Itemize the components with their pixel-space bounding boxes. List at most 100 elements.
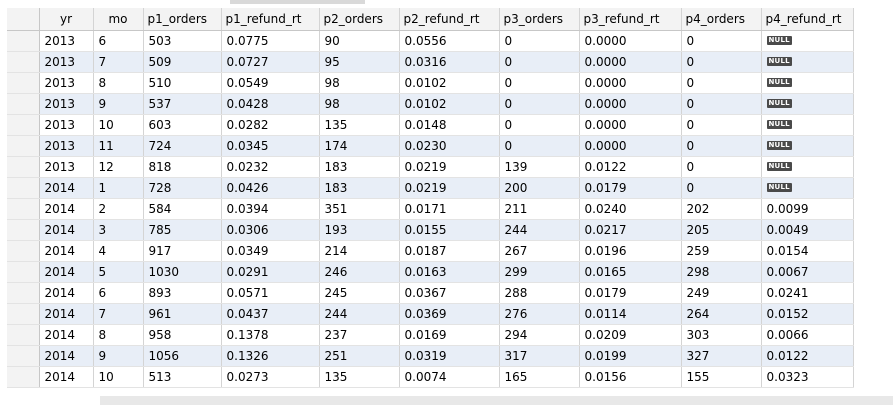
cell-mo[interactable]: 4 [93,240,144,262]
cell-p1-orders[interactable]: 1056 [143,345,222,367]
cell-mo[interactable]: 7 [93,303,144,325]
cell-p3-orders[interactable]: 0 [499,114,580,136]
cell-mo[interactable]: 1 [93,177,144,199]
cell-p3-refund-rt[interactable]: 0.0156 [579,366,682,388]
cell-p4-orders[interactable]: 264 [681,303,762,325]
cell-p4-refund-rt[interactable]: 0.0067 [761,261,854,283]
cell-p4-refund-rt[interactable]: 0.0152 [761,303,854,325]
row-selector[interactable] [7,324,40,346]
cell-p1-orders[interactable]: 818 [143,156,222,178]
cell-p4-orders[interactable]: 0 [681,30,762,52]
cell-p3-refund-rt[interactable]: 0.0000 [579,135,682,157]
cell-p1-refund-rt[interactable]: 0.0394 [221,198,320,220]
cell-p3-orders[interactable]: 244 [499,219,580,241]
cell-p1-refund-rt[interactable]: 0.0549 [221,72,320,94]
row-selector[interactable] [7,219,40,241]
cell-p2-refund-rt[interactable]: 0.0556 [399,30,500,52]
table-row[interactable]: 2014 1 728 0.0426 183 0.0219 200 0.0179 0 NULL [7,177,854,199]
cell-p2-refund-rt[interactable]: 0.0219 [399,177,500,199]
cell-yr[interactable]: 2013 [39,156,94,178]
cell-p1-orders[interactable]: 893 [143,282,222,304]
cell-p3-orders[interactable]: 0 [499,135,580,157]
cell-yr[interactable]: 2014 [39,324,94,346]
table-row[interactable]: 2013 9 537 0.0428 98 0.0102 0 0.0000 0 NULL [7,93,854,115]
cell-mo[interactable]: 10 [93,366,144,388]
cell-p4-refund-rt[interactable]: NULL [761,135,854,157]
table-row[interactable]: 2014 5 1030 0.0291 246 0.0163 299 0.0165 298 0.00… [7,261,854,283]
cell-p1-refund-rt[interactable]: 0.0426 [221,177,320,199]
row-selector[interactable] [7,156,40,178]
cell-yr[interactable]: 2014 [39,198,94,220]
cell-p1-refund-rt[interactable]: 0.0273 [221,366,320,388]
cell-p3-refund-rt[interactable]: 0.0179 [579,177,682,199]
table-row[interactable]: 2014 4 917 0.0349 214 0.0187 267 0.0196 259 0.015… [7,240,854,262]
cell-p1-orders[interactable]: 503 [143,30,222,52]
cell-p4-orders[interactable]: 303 [681,324,762,346]
table-row[interactable]: 2014 9 1056 0.1326 251 0.0319 317 0.0199 327 0.01… [7,345,854,367]
column-header-p2-refund-rt[interactable]: p2_refund_rt [399,8,500,31]
cell-p2-orders[interactable]: 183 [319,177,400,199]
cell-yr[interactable]: 2013 [39,51,94,73]
cell-p1-orders[interactable]: 510 [143,72,222,94]
table-row[interactable]: 2013 11 724 0.0345 174 0.0230 0 0.0000 0 NULL [7,135,854,157]
cell-p1-refund-rt[interactable]: 0.0428 [221,93,320,115]
cell-mo[interactable]: 9 [93,93,144,115]
cell-p4-orders[interactable]: 205 [681,219,762,241]
cell-p4-orders[interactable]: 0 [681,72,762,94]
cell-p2-orders[interactable]: 95 [319,51,400,73]
cell-p2-refund-rt[interactable]: 0.0155 [399,219,500,241]
cell-p3-refund-rt[interactable]: 0.0000 [579,51,682,73]
cell-yr[interactable]: 2014 [39,345,94,367]
cell-yr[interactable]: 2014 [39,219,94,241]
cell-p4-refund-rt[interactable]: 0.0154 [761,240,854,262]
row-selector[interactable] [7,345,40,367]
table-row[interactable]: 2013 10 603 0.0282 135 0.0148 0 0.0000 0 NULL [7,114,854,136]
cell-p4-refund-rt[interactable]: NULL [761,51,854,73]
cell-p2-refund-rt[interactable]: 0.0219 [399,156,500,178]
cell-yr[interactable]: 2014 [39,366,94,388]
cell-p4-refund-rt[interactable]: NULL [761,156,854,178]
cell-p3-refund-rt[interactable]: 0.0000 [579,30,682,52]
cell-p2-orders[interactable]: 351 [319,198,400,220]
cell-p1-orders[interactable]: 958 [143,324,222,346]
cell-p3-refund-rt[interactable]: 0.0209 [579,324,682,346]
cell-p2-refund-rt[interactable]: 0.0169 [399,324,500,346]
cell-p3-refund-rt[interactable]: 0.0196 [579,240,682,262]
cell-p1-orders[interactable]: 603 [143,114,222,136]
cell-p4-orders[interactable]: 259 [681,240,762,262]
cell-p4-orders[interactable]: 0 [681,156,762,178]
cell-p1-orders[interactable]: 537 [143,93,222,115]
cell-p3-refund-rt[interactable]: 0.0179 [579,282,682,304]
cell-p4-orders[interactable]: 0 [681,93,762,115]
cell-mo[interactable]: 5 [93,261,144,283]
cell-p2-refund-rt[interactable]: 0.0171 [399,198,500,220]
cell-p1-refund-rt[interactable]: 0.0282 [221,114,320,136]
cell-yr[interactable]: 2014 [39,303,94,325]
cell-p2-orders[interactable]: 245 [319,282,400,304]
cell-p4-refund-rt[interactable]: NULL [761,177,854,199]
cell-p2-orders[interactable]: 135 [319,366,400,388]
cell-p2-orders[interactable]: 98 [319,72,400,94]
cell-p4-orders[interactable]: 0 [681,135,762,157]
cell-p2-orders[interactable]: 135 [319,114,400,136]
cell-p4-refund-rt[interactable]: 0.0049 [761,219,854,241]
cell-p2-refund-rt[interactable]: 0.0074 [399,366,500,388]
cell-mo[interactable]: 10 [93,114,144,136]
cell-p3-orders[interactable]: 294 [499,324,580,346]
cell-mo[interactable]: 12 [93,156,144,178]
row-selector[interactable] [7,93,40,115]
table-row[interactable]: 2013 6 503 0.0775 90 0.0556 0 0.0000 0 NULL [7,30,854,52]
cell-p1-orders[interactable]: 513 [143,366,222,388]
cell-p3-orders[interactable]: 0 [499,93,580,115]
cell-p1-refund-rt[interactable]: 0.0349 [221,240,320,262]
cell-p4-refund-rt[interactable]: 0.0241 [761,282,854,304]
cell-p2-orders[interactable]: 244 [319,303,400,325]
cell-p1-refund-rt[interactable]: 0.0345 [221,135,320,157]
column-header-p2-orders[interactable]: p2_orders [319,8,400,31]
cell-p1-orders[interactable]: 584 [143,198,222,220]
cell-yr[interactable]: 2014 [39,282,94,304]
column-header-mo[interactable]: mo [93,8,144,31]
row-selector[interactable] [7,177,40,199]
cell-yr[interactable]: 2014 [39,261,94,283]
cell-p4-refund-rt[interactable]: 0.0122 [761,345,854,367]
